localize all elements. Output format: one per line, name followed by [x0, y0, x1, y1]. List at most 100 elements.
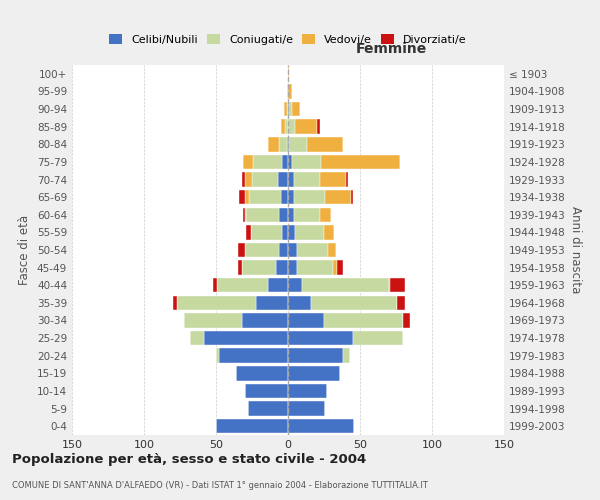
Bar [184, 314, 242, 328]
Legend: Celibi/Nubili, Coniugati/e, Vedovi/e, Divorziati/e: Celibi/Nubili, Coniugati/e, Vedovi/e, Di… [105, 30, 471, 50]
Bar [287, 84, 288, 98]
Bar [397, 296, 404, 310]
Bar [219, 348, 288, 363]
Bar [190, 331, 205, 345]
Bar [321, 154, 400, 169]
Bar [280, 137, 287, 152]
Bar [236, 366, 288, 380]
Bar [288, 243, 296, 257]
Bar [294, 190, 325, 204]
Bar [245, 208, 246, 222]
Bar [280, 243, 288, 257]
Bar [288, 260, 296, 275]
Bar [278, 172, 288, 186]
Bar [285, 120, 288, 134]
Bar [288, 102, 289, 117]
Bar [268, 137, 280, 152]
Y-axis label: Fasce di età: Fasce di età [19, 215, 31, 285]
Bar [288, 278, 302, 292]
Bar [287, 137, 288, 152]
Bar [287, 102, 288, 117]
Bar [317, 120, 320, 134]
Bar [389, 278, 390, 292]
Bar [288, 331, 353, 345]
Bar [302, 278, 389, 292]
Bar [288, 402, 325, 416]
Bar [288, 225, 295, 240]
Bar [256, 296, 288, 310]
Bar [311, 296, 397, 310]
Bar [343, 348, 350, 363]
Bar [282, 225, 288, 240]
Bar [248, 402, 288, 416]
Bar [390, 278, 404, 292]
Bar [242, 314, 288, 328]
Bar [284, 102, 287, 117]
Bar [245, 172, 252, 186]
Bar [288, 137, 289, 152]
Bar [295, 120, 317, 134]
Bar [244, 154, 253, 169]
Bar [288, 384, 327, 398]
Bar [325, 190, 352, 204]
Bar [332, 260, 337, 275]
Bar [268, 278, 288, 292]
Bar [288, 348, 343, 363]
Bar [245, 190, 249, 204]
Bar [288, 154, 292, 169]
Text: Femmine: Femmine [356, 42, 427, 56]
Bar [294, 208, 320, 222]
Bar [205, 331, 288, 345]
Bar [177, 296, 256, 310]
Bar [244, 208, 245, 222]
Bar [281, 190, 288, 204]
Bar [288, 120, 295, 134]
Bar [239, 190, 245, 204]
Bar [288, 296, 311, 310]
Bar [288, 208, 294, 222]
Bar [246, 225, 251, 240]
Bar [281, 120, 285, 134]
Bar [294, 172, 320, 186]
Bar [289, 137, 307, 152]
Bar [295, 225, 324, 240]
Bar [296, 260, 332, 275]
Bar [353, 331, 403, 345]
Bar [352, 190, 353, 204]
Bar [292, 154, 321, 169]
Bar [252, 172, 278, 186]
Bar [246, 208, 280, 222]
Text: Popolazione per età, sesso e stato civile - 2004: Popolazione per età, sesso e stato civil… [12, 452, 366, 466]
Bar [320, 208, 331, 222]
Bar [288, 366, 340, 380]
Bar [288, 84, 292, 98]
Bar [288, 314, 324, 328]
Bar [173, 296, 177, 310]
Bar [242, 260, 277, 275]
Bar [307, 137, 343, 152]
Y-axis label: Anni di nascita: Anni di nascita [569, 206, 582, 294]
Bar [403, 314, 410, 328]
Bar [245, 243, 280, 257]
Bar [324, 225, 334, 240]
Bar [251, 225, 282, 240]
Bar [216, 348, 219, 363]
Bar [253, 154, 282, 169]
Bar [288, 419, 354, 434]
Bar [346, 172, 349, 186]
Bar [277, 260, 288, 275]
Bar [289, 102, 292, 117]
Bar [213, 278, 217, 292]
Bar [296, 243, 328, 257]
Bar [288, 172, 294, 186]
Bar [249, 190, 281, 204]
Bar [320, 172, 346, 186]
Bar [288, 66, 289, 81]
Bar [328, 243, 335, 257]
Text: COMUNE DI SANT'ANNA D'ALFAEDO (VR) - Dati ISTAT 1° gennaio 2004 - Elaborazione T: COMUNE DI SANT'ANNA D'ALFAEDO (VR) - Dat… [12, 480, 428, 490]
Bar [238, 243, 245, 257]
Bar [242, 172, 245, 186]
Bar [282, 154, 288, 169]
Bar [245, 384, 288, 398]
Bar [216, 419, 288, 434]
